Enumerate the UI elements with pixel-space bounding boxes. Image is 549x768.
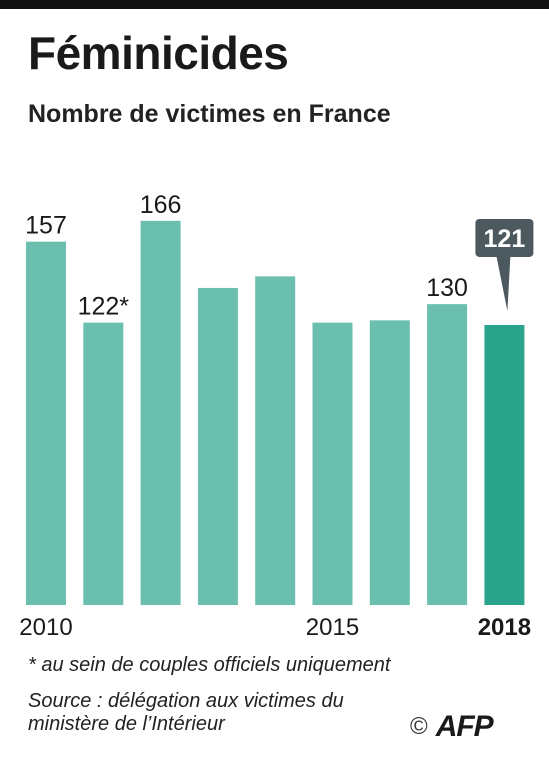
bar-chart: 157 2010 122* 166 2015 130 121 2018 <box>19 191 534 641</box>
data-label-2018: 121 <box>484 225 526 253</box>
bar-2013 <box>197 287 238 605</box>
data-label-2011: 122* <box>78 293 130 321</box>
chart-title: Féminicides <box>28 27 289 79</box>
bar-2018 <box>484 324 525 605</box>
bar-2011 <box>83 322 124 605</box>
chart-subtitle: Nombre de victimes en France <box>28 100 391 128</box>
x-tick-label-2010: 2010 <box>19 614 72 641</box>
data-label-2012: 166 <box>140 191 182 219</box>
bar-2016 <box>369 320 410 605</box>
top-rule <box>0 0 549 9</box>
afp-logo: © AFP <box>410 710 494 744</box>
bar-2010 <box>26 241 66 605</box>
source-note: Source : délégation aux victimes du mini… <box>28 690 344 735</box>
callout-box <box>475 218 534 257</box>
data-label-2010: 157 <box>25 212 67 240</box>
copyright-icon: © <box>410 713 428 740</box>
callout-pointer <box>496 255 511 311</box>
bar-2017 <box>427 304 468 605</box>
data-label-2017: 130 <box>426 274 468 302</box>
footnote: * au sein de couples officiels uniquemen… <box>28 654 391 676</box>
bar-2014 <box>255 276 296 605</box>
x-tick-label-2018: 2018 <box>478 614 531 641</box>
bar-2015 <box>312 322 353 605</box>
bar-2012 <box>140 220 181 606</box>
afp-logo-text: AFP <box>435 710 494 743</box>
x-tick-label-2015: 2015 <box>306 614 359 641</box>
